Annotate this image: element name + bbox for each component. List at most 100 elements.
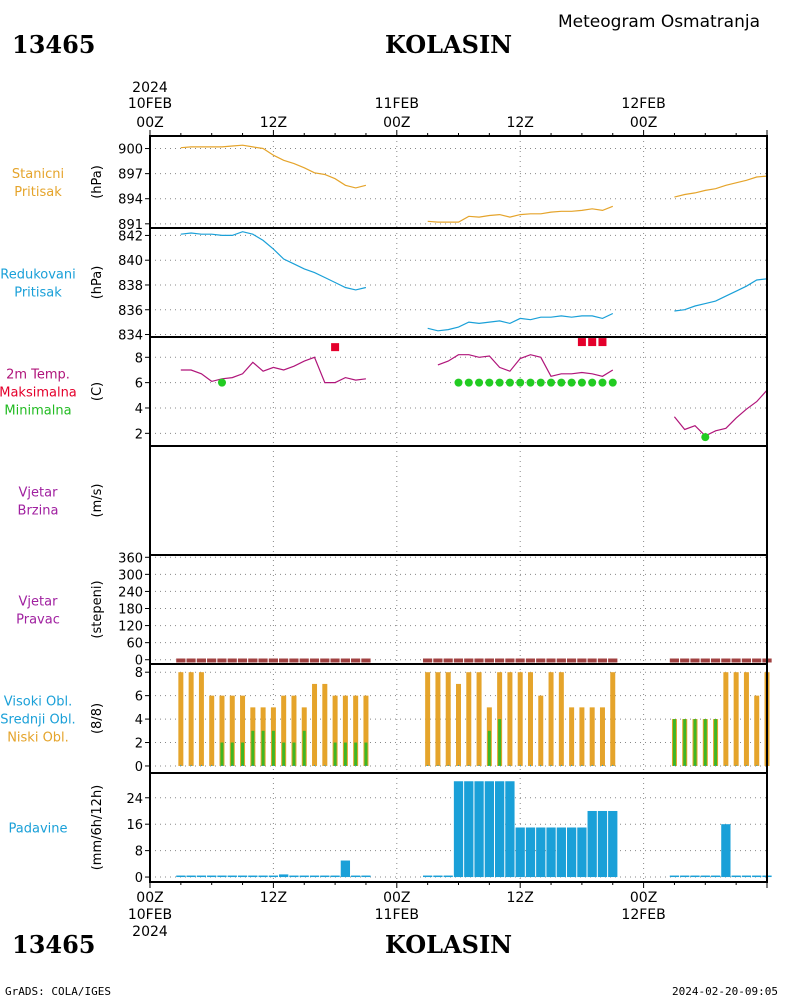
high-cloud-bar xyxy=(601,764,603,766)
max-temp-point xyxy=(577,338,586,347)
time-label-hour-top: 00Z xyxy=(383,115,410,131)
high-cloud-bar xyxy=(715,764,717,766)
high-cloud-bar xyxy=(221,764,223,766)
min-temp-point xyxy=(557,378,566,387)
low-cloud-bar xyxy=(538,695,544,766)
precip-bar xyxy=(423,875,433,878)
precip-bar xyxy=(196,875,207,878)
low-cloud-bar xyxy=(178,672,184,766)
y-tick-label: 0 xyxy=(135,654,143,669)
precip-bar xyxy=(752,875,762,878)
min-temp-point xyxy=(475,378,484,387)
panel-title: Stanicni xyxy=(12,167,64,182)
missing-data-mark xyxy=(360,657,372,664)
missing-data-mark xyxy=(740,657,753,664)
low-cloud-bar xyxy=(281,695,287,766)
high-cloud-bar xyxy=(355,764,357,766)
max-temp-point xyxy=(588,338,597,347)
mid-cloud-bar xyxy=(251,730,255,766)
low-cloud-bar xyxy=(743,672,749,766)
high-cloud-bar xyxy=(756,764,758,766)
missing-data-mark xyxy=(442,657,454,664)
missing-data-mark xyxy=(607,657,619,664)
low-cloud-bar xyxy=(229,695,235,766)
high-cloud-bar xyxy=(745,764,747,766)
min-temp-point xyxy=(701,433,710,442)
low-cloud-bar xyxy=(558,672,564,766)
precip-bar xyxy=(700,875,710,878)
high-cloud-bar xyxy=(499,764,501,766)
precip-bar xyxy=(227,875,237,878)
mid-cloud-bar xyxy=(354,742,358,766)
y-tick-label: 8 xyxy=(135,845,143,860)
precip-bar xyxy=(494,781,505,878)
low-cloud-bar xyxy=(209,695,215,766)
y-axis-unit: (m/s) xyxy=(90,484,105,518)
precip-bar xyxy=(474,781,484,878)
min-temp-point xyxy=(608,378,617,387)
high-cloud-bar xyxy=(447,764,449,766)
missing-data-mark xyxy=(535,657,547,664)
missing-data-mark xyxy=(720,657,732,664)
precip-bar xyxy=(207,875,217,878)
mid-cloud-bar xyxy=(302,730,306,766)
low-cloud-bar xyxy=(332,695,338,766)
chart-subtitle: Meteogram Osmatranja xyxy=(558,12,761,32)
high-cloud-bar xyxy=(303,764,305,766)
panel-frame xyxy=(149,772,768,883)
missing-data-mark xyxy=(565,657,578,664)
y-tick-label: 8 xyxy=(135,351,143,366)
high-cloud-bar xyxy=(550,764,552,766)
y-tick-label: 0 xyxy=(135,760,143,775)
low-cloud-bar xyxy=(723,672,729,766)
high-cloud-bar xyxy=(314,764,316,766)
precip-bar xyxy=(587,810,597,878)
precip-bar xyxy=(217,875,227,878)
min-temp-point xyxy=(485,378,494,387)
low-cloud-bar xyxy=(291,695,297,766)
y-tick-label: 120 xyxy=(118,620,143,635)
high-cloud-bar xyxy=(344,764,346,766)
y-axis-unit: (stepeni) xyxy=(90,580,105,638)
low-cloud-bar xyxy=(517,672,523,766)
precip-bar xyxy=(258,875,268,878)
mid-cloud-bar xyxy=(230,742,234,766)
y-tick-label: 4 xyxy=(135,713,143,728)
y-tick-label: 24 xyxy=(126,792,143,807)
low-cloud-bar xyxy=(527,672,533,766)
low-cloud-bar xyxy=(456,683,461,766)
missing-data-mark xyxy=(329,657,341,664)
panel-frame xyxy=(149,227,768,338)
low-cloud-bar xyxy=(425,672,431,766)
time-label-hour-top: 12Z xyxy=(506,115,533,131)
y-tick-label: 900 xyxy=(118,143,143,158)
min-temp-point xyxy=(495,378,504,387)
missing-data-mark xyxy=(195,657,208,664)
precip-bar xyxy=(505,781,515,878)
missing-data-mark xyxy=(483,657,495,664)
precip-bar xyxy=(556,827,566,878)
high-cloud-bar xyxy=(591,764,593,766)
missing-data-mark xyxy=(236,657,249,664)
low-cloud-bar xyxy=(188,672,194,766)
missing-data-mark xyxy=(278,657,290,664)
missing-data-mark xyxy=(555,657,567,664)
mid-cloud-bar xyxy=(364,742,368,766)
mid-cloud-bar xyxy=(261,730,265,766)
missing-data-mark xyxy=(514,657,526,664)
y-tick-label: 240 xyxy=(118,585,143,600)
missing-data-mark xyxy=(545,657,557,664)
missing-data-mark xyxy=(247,657,259,664)
precip-bar xyxy=(330,875,340,878)
series-line xyxy=(427,312,614,332)
precip-bar xyxy=(361,875,371,878)
y-tick-label: 842 xyxy=(118,229,143,244)
min-temp-point xyxy=(577,378,586,387)
low-cloud-bar xyxy=(198,672,204,766)
time-label-date-top: 11FEB xyxy=(375,96,419,112)
precip-bar xyxy=(340,860,351,878)
high-cloud-bar xyxy=(427,764,429,766)
missing-data-mark xyxy=(175,657,187,664)
missing-data-mark xyxy=(586,657,598,664)
high-cloud-bar xyxy=(200,764,202,766)
